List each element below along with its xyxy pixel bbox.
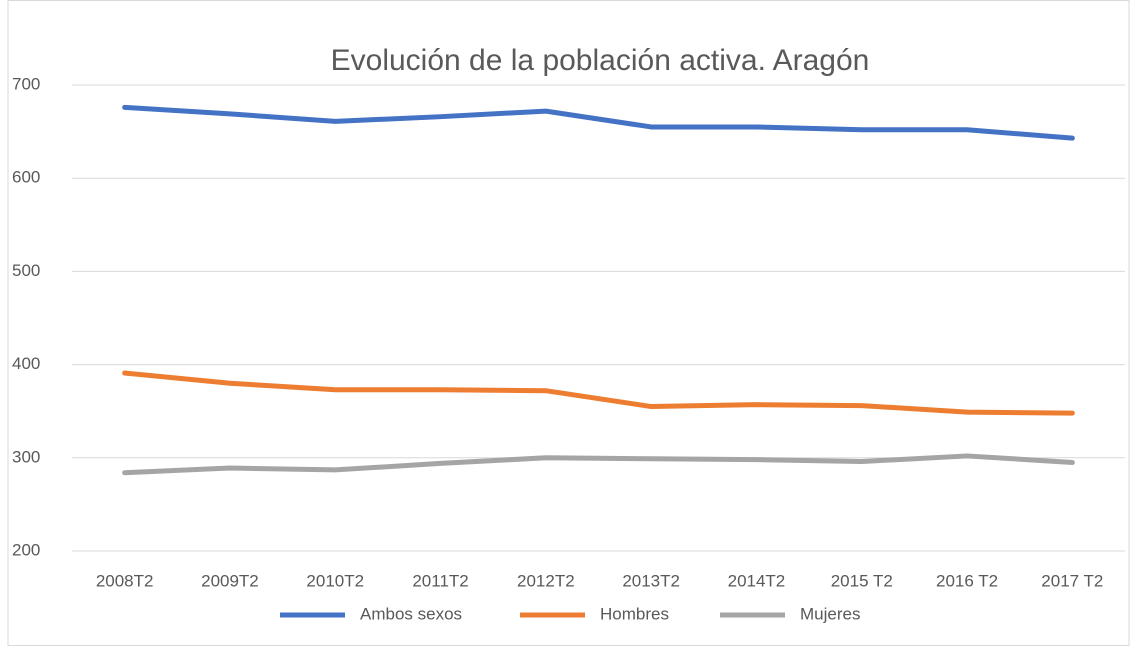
y-tick-label: 500	[12, 261, 40, 280]
x-tick-label: 2010T2	[306, 571, 364, 590]
series-line	[122, 370, 1075, 416]
x-tick-label: 2017 T2	[1041, 571, 1103, 590]
x-tick-label: 2016 T2	[936, 571, 998, 590]
y-tick-label: 600	[12, 168, 40, 187]
x-tick-label: 2015 T2	[831, 571, 893, 590]
x-tick-label: 2009T2	[201, 571, 259, 590]
y-tick-label: 700	[12, 74, 40, 93]
y-tick-label: 300	[12, 447, 40, 466]
x-tick-label: 2014T2	[728, 571, 786, 590]
series-line	[122, 104, 1075, 141]
legend-label: Ambos sexos	[360, 604, 462, 623]
series-line	[122, 453, 1075, 476]
x-tick-label: 2013T2	[622, 571, 680, 590]
chart-border	[7, 0, 1130, 646]
y-tick-label: 400	[12, 354, 40, 373]
y-tick-label: 200	[12, 540, 40, 559]
x-tick-label: 2012T2	[517, 571, 575, 590]
x-tick-label: 2008T2	[96, 571, 154, 590]
chart-title: Evolución de la población activa. Aragón	[331, 44, 870, 77]
x-tick-label: 2011T2	[412, 571, 468, 590]
legend-label: Hombres	[600, 604, 669, 623]
legend-label: Mujeres	[800, 604, 860, 623]
